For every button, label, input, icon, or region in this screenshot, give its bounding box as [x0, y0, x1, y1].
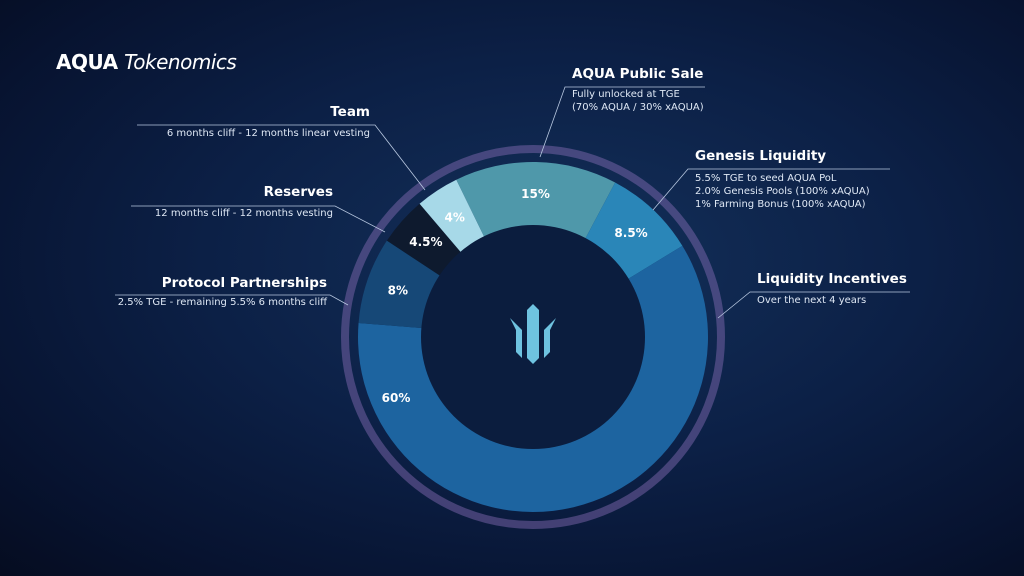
label-title: Protocol Partnerships: [161, 275, 327, 291]
label-title: Genesis Liquidity: [695, 148, 827, 164]
slice-label: 8.5%: [614, 226, 647, 240]
slice-label: 8%: [388, 283, 408, 297]
label-liquidity-incentives: Liquidity Incentives Over the next 4 yea…: [757, 271, 907, 307]
label-title: Reserves: [263, 184, 333, 200]
label-title: AQUA Public Sale: [572, 66, 704, 82]
slice-label: 15%: [521, 187, 550, 201]
slice-label: 4.5%: [409, 235, 442, 249]
label-desc: 12 months cliff - 12 months vesting: [154, 208, 333, 219]
title-brand: AQUA: [56, 50, 118, 74]
label-team: Team 6 months cliff - 12 months linear v…: [167, 104, 370, 140]
label-title: Liquidity Incentives: [757, 271, 907, 287]
label-genesis-liquidity: Genesis Liquidity 5.5% TGE to seed AQUA …: [695, 148, 870, 211]
label-desc: 1% Farming Bonus (100% xAQUA): [695, 199, 866, 210]
label-desc: 2.0% Genesis Pools (100% xAQUA): [695, 186, 870, 197]
title-subtitle: Tokenomics: [124, 50, 237, 74]
leader-reserves: [131, 205, 386, 233]
leader-lines: [115, 86, 910, 319]
bubble-ring: [341, 145, 725, 529]
label-title: Team: [330, 104, 370, 120]
label-desc: 6 months cliff - 12 months linear vestin…: [166, 128, 370, 139]
label-public-sale: AQUA Public Sale Fully unlocked at TGE (…: [572, 66, 704, 114]
page-title: AQUA Tokenomics: [56, 50, 237, 74]
leader-protocol: [115, 294, 349, 306]
leader-genesis: [652, 168, 890, 211]
leader-public-sale: [539, 86, 705, 158]
label-desc: (70% AQUA / 30% xAQUA): [572, 102, 704, 113]
slice-label: 4%: [445, 210, 465, 224]
leader-team: [137, 124, 426, 191]
label-desc: 2.5% TGE - remaining 5.5% 6 months cliff: [117, 297, 327, 308]
label-protocol-partnerships: Protocol Partnerships 2.5% TGE - remaini…: [118, 275, 327, 309]
label-desc: Fully unlocked at TGE: [572, 89, 680, 100]
slice-label: 60%: [382, 391, 411, 405]
label-desc: Over the next 4 years: [757, 295, 867, 306]
label-reserves: Reserves 12 months cliff - 12 months ves…: [155, 184, 333, 220]
leader-incentives: [717, 291, 910, 319]
logo-icon: [510, 304, 556, 364]
label-desc: 5.5% TGE to seed AQUA PoL: [695, 173, 837, 184]
